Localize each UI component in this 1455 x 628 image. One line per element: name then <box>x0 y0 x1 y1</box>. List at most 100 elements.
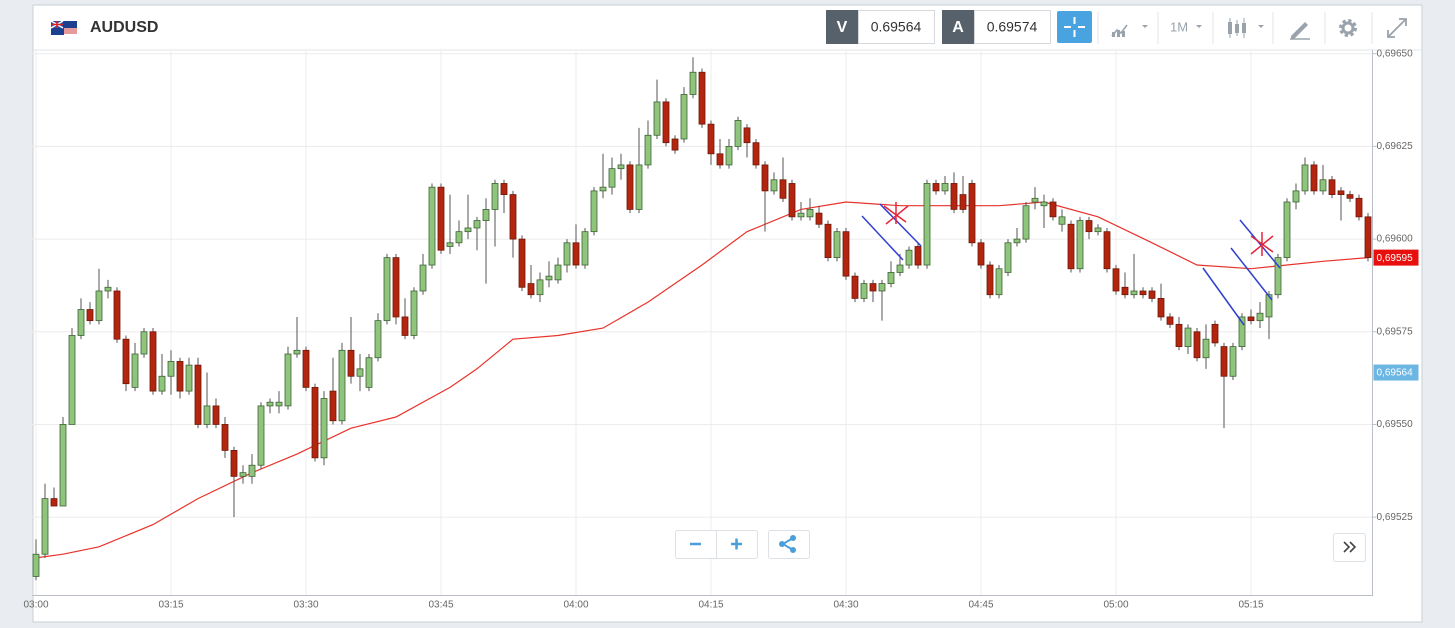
candle-body <box>1004 242 1012 273</box>
candle-body <box>932 183 940 192</box>
candle-body <box>860 283 868 299</box>
candle-body <box>977 242 985 266</box>
candle-body <box>212 405 220 425</box>
candle-body <box>545 275 553 281</box>
candle-body <box>653 101 661 136</box>
x-tick-label: 03:45 <box>428 600 453 611</box>
candle-body <box>1130 290 1138 296</box>
candle-body <box>1301 164 1309 192</box>
candle-body <box>275 401 283 407</box>
share-button[interactable] <box>768 530 810 559</box>
candle-body <box>122 338 130 385</box>
candle-body <box>149 331 157 392</box>
candle-body <box>1175 323 1183 347</box>
x-tick-label: 04:15 <box>698 600 723 611</box>
symbol: AUDUSD <box>90 19 158 36</box>
panel <box>32 4 1423 623</box>
candle-body <box>221 424 229 451</box>
candle-body <box>590 190 598 233</box>
y-tick-label: 0,69625 <box>1377 141 1414 152</box>
candle-body <box>419 264 427 292</box>
x-tick-label: 04:45 <box>968 600 993 611</box>
candle-body <box>1220 346 1228 377</box>
candle-body <box>194 364 202 425</box>
scroll-end-button[interactable] <box>1333 533 1366 562</box>
toolbar-icons: 1M <box>1097 12 1407 44</box>
candle-body <box>284 353 292 407</box>
candle-body <box>1193 331 1201 359</box>
candle-body <box>644 134 652 166</box>
period-button[interactable]: 1M <box>1170 19 1202 34</box>
draw-button[interactable] <box>1290 22 1310 40</box>
candle-body <box>1139 290 1147 296</box>
candle-body <box>806 209 814 218</box>
sell-label: V <box>837 19 848 36</box>
price-tag-label: 0,69564 <box>1377 368 1414 379</box>
candle-body <box>518 238 526 288</box>
candle-body <box>1355 197 1363 218</box>
price-tag <box>1373 364 1419 381</box>
candle-body <box>833 231 841 259</box>
candle-body <box>356 368 364 377</box>
x-tick-label: 04:30 <box>833 600 858 611</box>
x-tick-label: 05:15 <box>1238 600 1263 611</box>
candle-body <box>248 464 256 477</box>
sell-button[interactable]: V 0.69564 <box>826 10 935 44</box>
candle-body <box>1022 205 1030 240</box>
settings-button[interactable] <box>1339 19 1357 37</box>
candle-body <box>1265 294 1273 318</box>
candle-body <box>473 220 481 229</box>
candle-body <box>500 183 508 195</box>
buy-button[interactable]: A 0.69574 <box>942 10 1051 44</box>
candle-body <box>410 290 418 336</box>
candle-body <box>41 498 49 555</box>
candle-body <box>338 349 346 422</box>
candle-body <box>1247 316 1255 322</box>
candle-body <box>167 361 175 377</box>
grid <box>31 50 1373 595</box>
candle-body <box>464 227 472 233</box>
candle-body <box>1112 268 1120 292</box>
candle-body <box>779 179 787 199</box>
candle-body <box>320 398 328 459</box>
buy-label: A <box>952 19 964 36</box>
candle-body <box>293 349 301 355</box>
candle-body <box>1166 316 1174 325</box>
candle-body <box>878 283 886 292</box>
candle-body <box>896 264 904 273</box>
candle-body <box>1337 190 1345 195</box>
candle-body <box>626 164 634 210</box>
candle-body <box>950 183 958 210</box>
candle-body <box>1364 216 1372 259</box>
flag <box>50 20 77 35</box>
candle-body <box>698 71 706 125</box>
crosshair-button[interactable] <box>1057 11 1092 43</box>
zoom-in-button[interactable] <box>731 538 742 550</box>
candle-body <box>689 71 697 95</box>
candle-body <box>59 424 67 507</box>
candle-body <box>1076 220 1084 270</box>
candle-body <box>707 123 715 155</box>
candle-body <box>608 168 616 188</box>
price-tag <box>1373 249 1419 266</box>
x-tick-label: 03:00 <box>23 600 48 611</box>
candle-body <box>1184 327 1192 347</box>
candle-body <box>140 331 148 355</box>
candle-body <box>1031 197 1039 203</box>
candle-body <box>581 231 589 266</box>
candle-body <box>905 249 913 266</box>
candle-body <box>392 257 400 318</box>
candle-body <box>1013 238 1021 244</box>
candle-body <box>1085 220 1093 233</box>
candle-type-button[interactable] <box>1228 18 1264 38</box>
candle-body <box>329 390 337 422</box>
candle-body <box>482 209 490 221</box>
y-tick-label: 0,69525 <box>1377 512 1414 523</box>
candle-body <box>1292 190 1300 203</box>
expand-button[interactable] <box>1387 18 1407 38</box>
x-tick-label: 04:00 <box>563 600 588 611</box>
candle-body <box>1058 216 1066 225</box>
chart-type-button[interactable] <box>1111 24 1148 37</box>
candle-body <box>536 279 544 296</box>
candle-body <box>491 183 499 210</box>
